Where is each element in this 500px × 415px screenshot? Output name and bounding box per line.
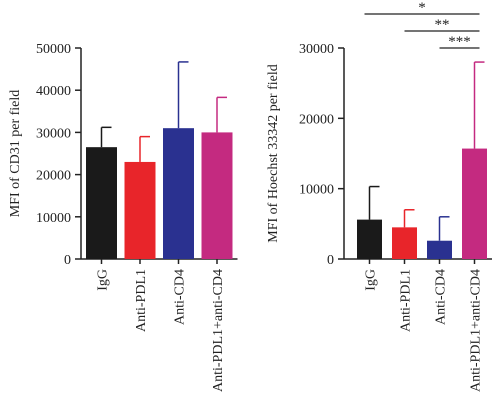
y-axis-title: MFI of CD31 per field: [8, 90, 23, 218]
y-tick-label: 0: [327, 253, 334, 268]
bar-2: [427, 240, 452, 259]
category-label: IgG: [364, 269, 379, 291]
y-tick-label: 30000: [36, 126, 71, 141]
y-tick-label: 40000: [36, 84, 71, 99]
bar-1: [392, 227, 417, 259]
significance-label: ***: [448, 34, 471, 50]
hoechst-chart: 0 10000 20000 30000 MFI of Hoechst 33342 per…: [266, 0, 492, 392]
y-tick-label: 30000: [299, 42, 334, 57]
category-label: Anti-CD4: [434, 269, 449, 325]
cd31-chart: 0 10000 20000 30000 40000 50000 MFI of CD31 pe…: [8, 42, 238, 392]
significance-label: **: [435, 17, 450, 33]
y-tick-label: 20000: [299, 112, 334, 127]
y-tick-label: 50000: [36, 42, 71, 57]
bar-3: [462, 148, 487, 259]
bar-3: [201, 132, 233, 259]
category-label: Anti-PDL1: [134, 269, 149, 332]
bar-0: [357, 219, 382, 259]
y-tick-label: 10000: [36, 211, 71, 226]
category-label: IgG: [96, 269, 111, 291]
category-label: Anti-CD4: [173, 269, 188, 325]
category-label: Anti-PDL1: [399, 269, 414, 332]
bar-0: [86, 147, 117, 259]
category-label: Anti-PDL1+anti-CD4: [211, 269, 226, 392]
bar-2: [163, 128, 194, 259]
y-axis-title: MFI of Hoechst 33342 per field: [266, 64, 281, 242]
y-tick-label: 10000: [299, 183, 334, 198]
bar-1: [124, 161, 156, 259]
y-tick-label: 0: [64, 253, 71, 268]
significance-label: *: [418, 0, 426, 16]
category-label: Anti-PDL1+anti-CD4: [469, 269, 484, 392]
y-tick-label: 20000: [36, 169, 71, 184]
